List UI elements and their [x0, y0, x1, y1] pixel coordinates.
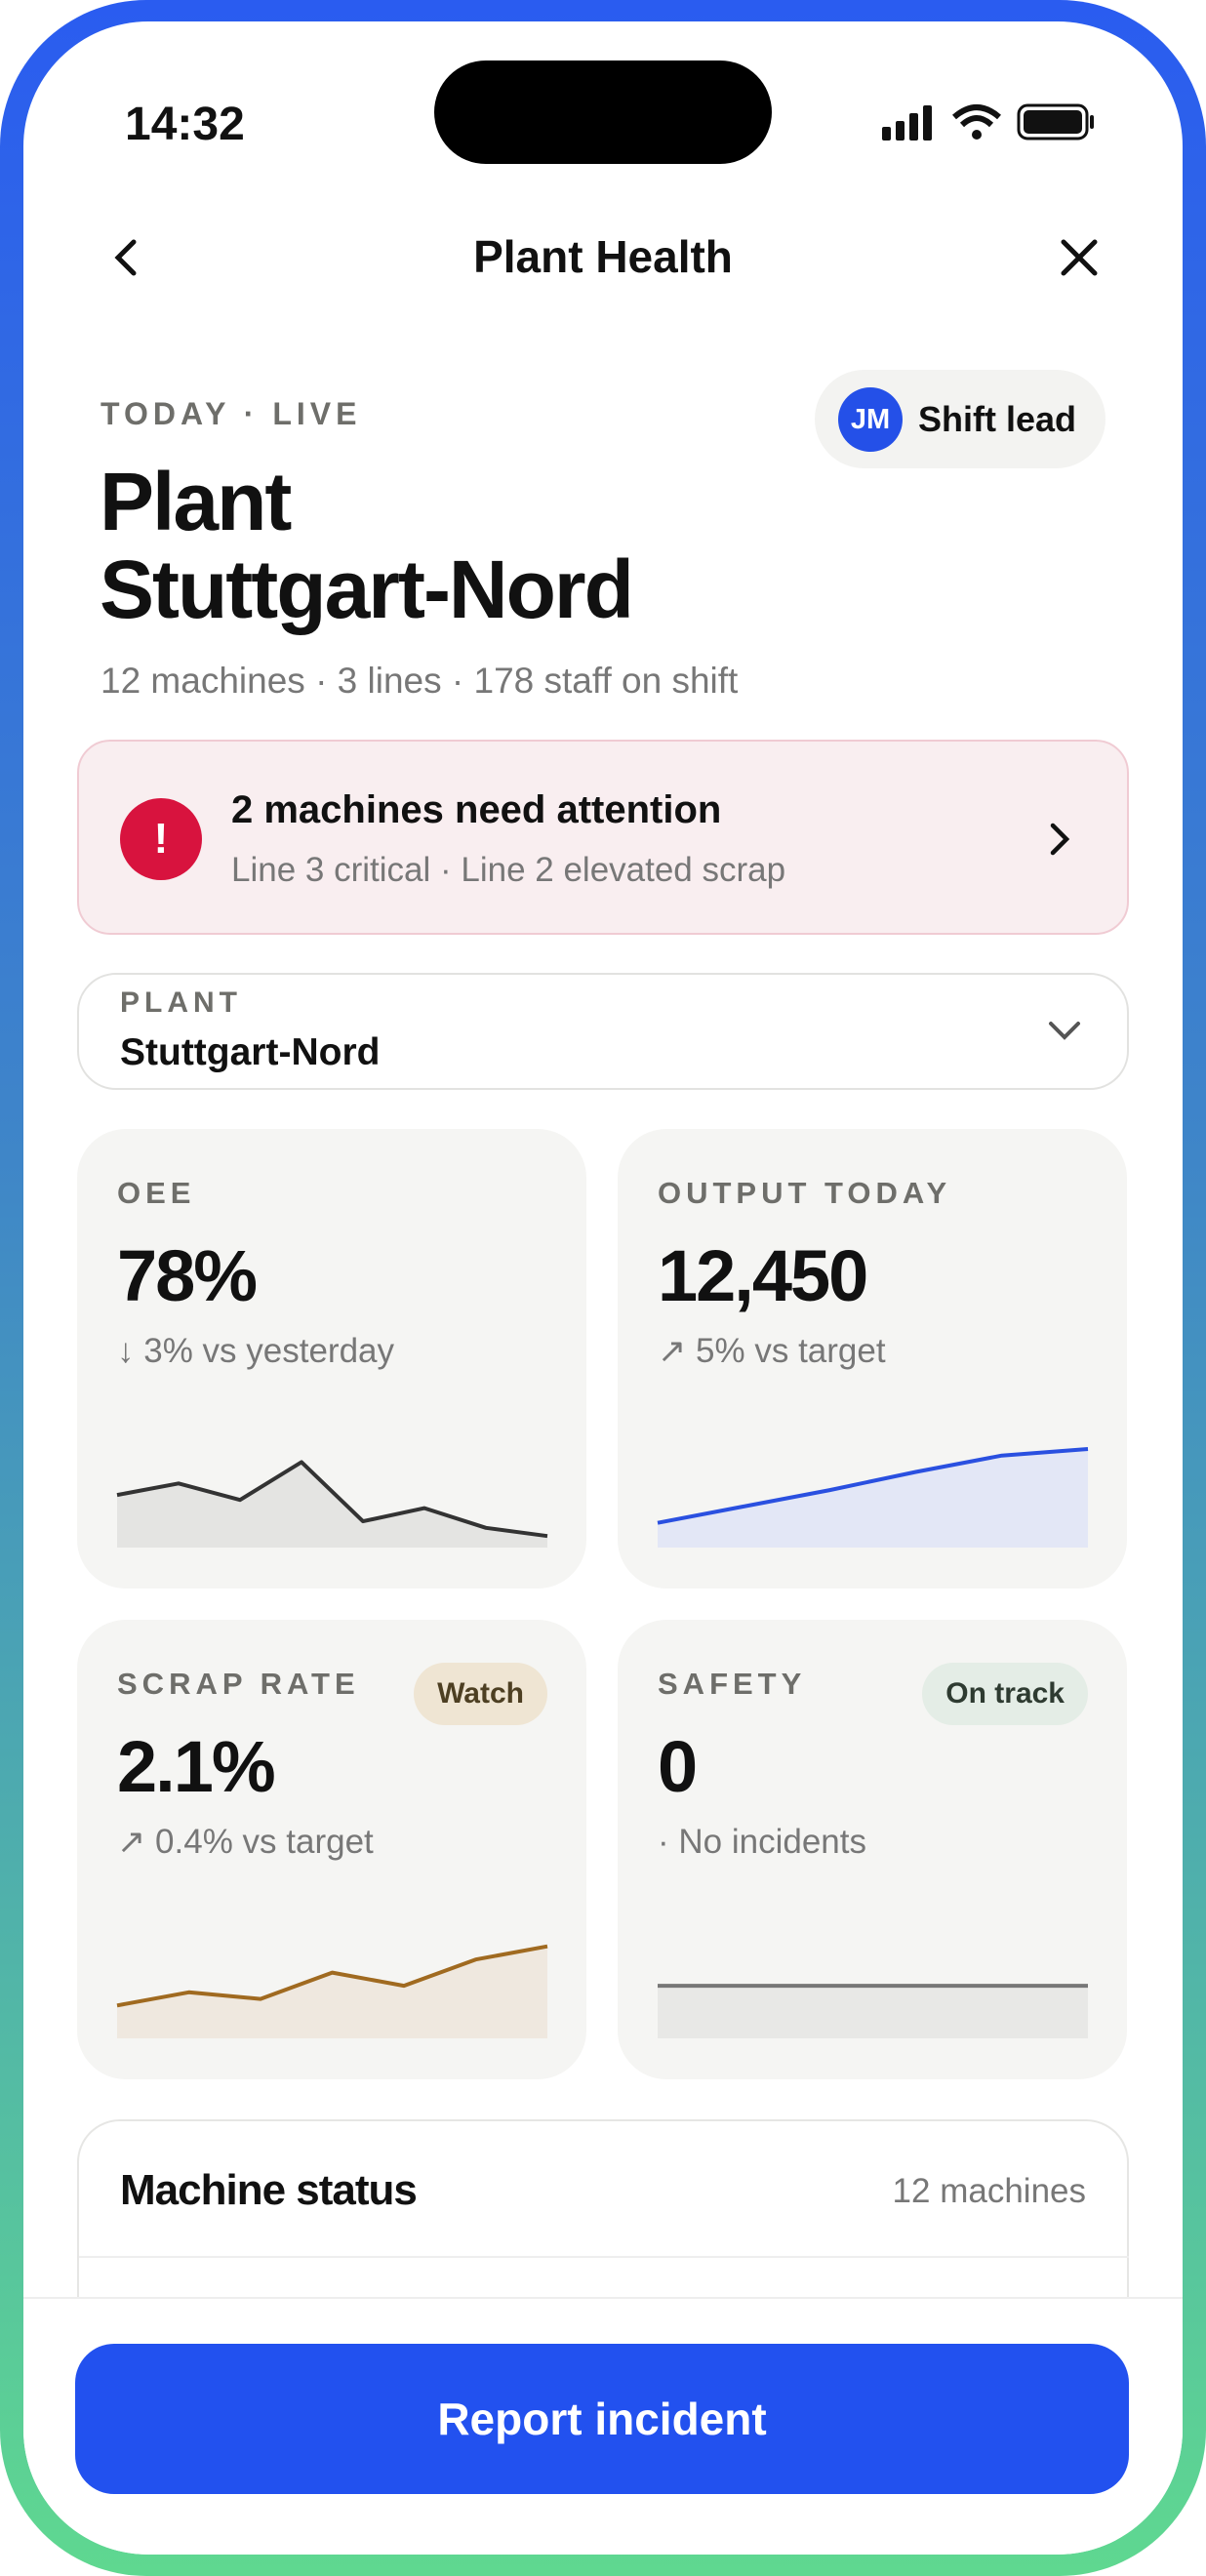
metric-label: OEE: [117, 1176, 196, 1210]
status-icons: [882, 103, 1094, 141]
alert-banner[interactable]: ! 2 machines need attention Line 3 criti…: [77, 740, 1129, 935]
title-line: Plant: [100, 456, 292, 547]
alert-detail: Line 3 critical · Line 2 elevated scrap: [231, 851, 786, 889]
metric-value: 78%: [117, 1235, 258, 1316]
chevron: [1050, 823, 1070, 856]
metric-delta: · No incidents: [658, 1823, 866, 1861]
section-title: Machine status: [120, 2166, 418, 2214]
dynamic-island: [434, 60, 772, 164]
status-time: 14:32: [125, 99, 245, 150]
select-value: Stuttgart-Nord: [120, 1031, 381, 1073]
sparkline-line: [116, 1460, 548, 1539]
metric-delta: ↓ 3% vs yesterday: [117, 1332, 394, 1370]
avatar: JM: [838, 387, 903, 452]
metric-value: 0: [658, 1726, 698, 1807]
nav-title: Plant Health: [473, 231, 733, 282]
sparkline-area: [117, 1462, 547, 1548]
back-button[interactable]: [106, 236, 145, 279]
metric-delta: ↗ 0.4% vs target: [117, 1823, 374, 1861]
divider: [79, 2256, 1129, 2258]
plant-select[interactable]: PLANT Stuttgart-Nord: [77, 973, 1129, 1090]
metric-value: 12,450: [658, 1235, 868, 1316]
report-button[interactable]: Report incident: [75, 2344, 1129, 2494]
subtitle: 12 machines · 3 lines · 178 staff on shi…: [100, 661, 739, 701]
status-badge: On track: [922, 1663, 1088, 1725]
sparkline-line: [657, 1447, 1089, 1525]
metric-value: 2.1%: [117, 1726, 276, 1807]
sparkline-line: [116, 1944, 548, 2008]
sparkline: [657, 1447, 1089, 1548]
metric-label: SAFETY: [658, 1667, 807, 1701]
close-button[interactable]: [1058, 236, 1101, 279]
sparkline-area: [658, 1986, 1088, 2038]
section-count: 12 machines: [892, 2172, 1086, 2210]
bottom-bar: Report incident: [23, 2297, 1183, 2555]
select-label: PLANT: [120, 986, 242, 1019]
metric-card: SCRAP RATE 2.1% ↗ 0.4% vs target Watch: [77, 1620, 586, 2079]
dropdown-chevron: [1049, 1022, 1080, 1040]
role-pill[interactable]: JM Shift lead: [815, 370, 1106, 468]
sparkline: [116, 1944, 548, 2038]
metric-label: OUTPUT TODAY: [658, 1176, 952, 1210]
eyebrow: TODAY · LIVE: [100, 396, 362, 431]
metric-delta: ↗ 5% vs target: [658, 1332, 886, 1370]
status-badge: Watch: [414, 1663, 547, 1725]
sparkline: [116, 1460, 548, 1548]
sparkline-area: [658, 1449, 1088, 1548]
metric-card: SAFETY 0 · No incidents On track: [618, 1620, 1127, 2079]
sparkline-area: [117, 1946, 547, 2038]
sparkline: [658, 1984, 1088, 2038]
alert-title: 2 machines need attention: [231, 788, 722, 831]
alert-icon: !: [120, 798, 202, 880]
metric-card: OUTPUT TODAY 12,450 ↗ 5% vs target: [618, 1129, 1127, 1589]
role-label: Shift lead: [918, 399, 1077, 439]
screen: 14:32 Plant Health TODAY · LIVE JM Shift…: [23, 21, 1183, 2555]
title-line: Stuttgart-Nord: [100, 543, 634, 635]
metric-label: SCRAP RATE: [117, 1667, 360, 1701]
metric-card: OEE 78% ↓ 3% vs yesterday: [77, 1129, 586, 1589]
